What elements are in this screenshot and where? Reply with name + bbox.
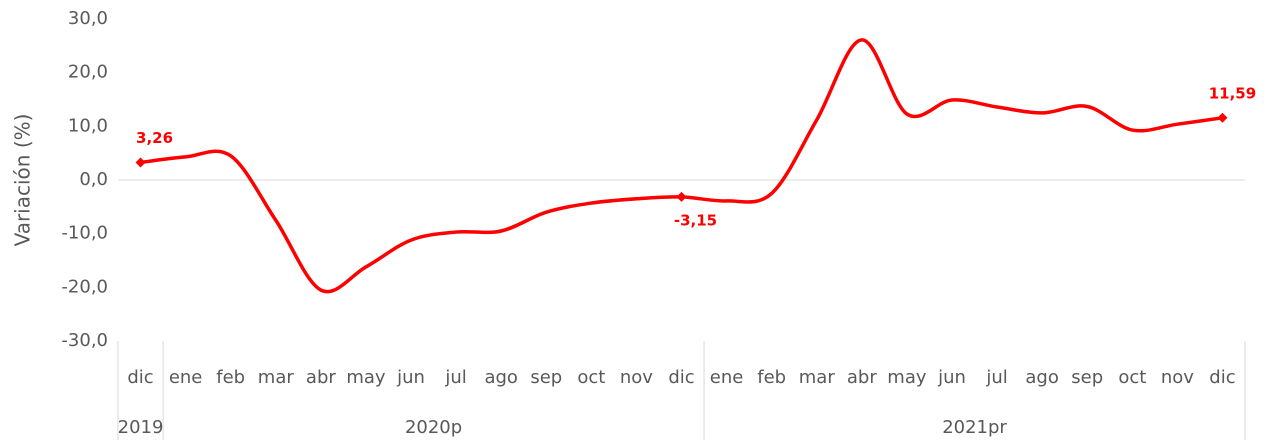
- x-tick-label: dic: [668, 367, 694, 388]
- x-tick-label: ene: [710, 367, 744, 388]
- x-tick-label: may: [346, 367, 386, 388]
- y-tick-label: -20,0: [61, 276, 108, 297]
- y-tick-label: -10,0: [61, 223, 108, 244]
- y-tick-label: 30,0: [68, 8, 108, 29]
- group-label: 2019: [118, 417, 164, 438]
- data-label: 11,59: [1209, 84, 1256, 102]
- x-tick-label: abr: [306, 367, 336, 388]
- x-tick-label: jul: [985, 367, 1007, 388]
- y-tick-label: -30,0: [61, 330, 108, 351]
- x-tick-label: sep: [530, 367, 562, 388]
- y-tick-label: 0,0: [79, 169, 108, 190]
- y-tick-label: 20,0: [68, 62, 108, 83]
- x-tick-label: feb: [757, 367, 786, 388]
- data-label: 3,26: [136, 129, 173, 147]
- group-label: 2020p: [405, 417, 462, 438]
- series-line: [140, 38, 1223, 294]
- x-tick-label: oct: [577, 367, 605, 388]
- x-tick-label: sep: [1071, 367, 1103, 388]
- x-tick-label: jun: [937, 367, 966, 388]
- x-tick-label: dic: [127, 367, 153, 388]
- data-label: -3,15: [674, 211, 717, 229]
- x-tick-label: jun: [396, 367, 425, 388]
- x-tick-label: nov: [1161, 367, 1194, 388]
- group-label: 2021pr: [942, 417, 1007, 438]
- x-tick-label: may: [887, 367, 927, 388]
- point-marker: [676, 191, 687, 202]
- x-tick-label: jul: [444, 367, 466, 388]
- y-tick-label: 10,0: [68, 115, 108, 136]
- x-tick-label: ene: [169, 367, 203, 388]
- x-tick-label: dic: [1209, 367, 1235, 388]
- x-tick-label: abr: [847, 367, 877, 388]
- point-marker: [1217, 112, 1228, 123]
- x-tick-label: mar: [258, 367, 295, 388]
- x-tick-label: mar: [799, 367, 836, 388]
- point-marker: [135, 157, 146, 168]
- y-axis-title: Variación (%): [11, 114, 35, 247]
- x-tick-label: nov: [620, 367, 653, 388]
- x-tick-label: ago: [1025, 367, 1058, 388]
- x-tick-label: feb: [216, 367, 245, 388]
- x-tick-label: oct: [1118, 367, 1146, 388]
- x-tick-label: ago: [484, 367, 517, 388]
